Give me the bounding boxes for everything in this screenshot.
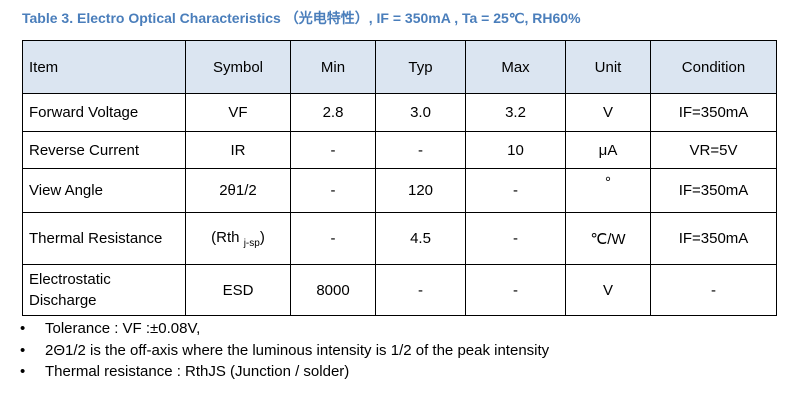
table-cell: - bbox=[290, 168, 376, 213]
table-cell: 8000 bbox=[290, 264, 376, 316]
cell-text: - bbox=[330, 230, 336, 247]
cell-text: - bbox=[330, 182, 336, 199]
header-cell: Unit bbox=[565, 40, 651, 94]
cell-text: 3.2 bbox=[505, 104, 526, 121]
table-cell: 4.5 bbox=[375, 212, 466, 265]
table-cell: - bbox=[465, 212, 566, 265]
cell-text: - bbox=[418, 281, 423, 299]
note: Tolerance : VF :±0.08V, bbox=[0, 318, 549, 340]
cell-text: - bbox=[513, 230, 518, 247]
table-row: Thermal Resistance (Rth j-sp) - 4.5 - ℃/W IF=3… bbox=[22, 212, 777, 265]
cell-text: V bbox=[602, 281, 613, 299]
table-cell: View Angle bbox=[22, 168, 186, 213]
cell-text: VR=5V bbox=[689, 141, 738, 159]
cell-text: 2.8 bbox=[322, 104, 344, 121]
cell-text: IF=350mA bbox=[678, 104, 749, 121]
table-cell: VR=5V bbox=[650, 131, 777, 169]
table-cell: - bbox=[375, 131, 466, 169]
cell-text: Forward Voltage bbox=[29, 104, 139, 121]
header-row: Item Symbol Min Typ Max Unit Condition bbox=[22, 40, 777, 94]
table-row: Reverse Current IR - - 10 μA VR=5V bbox=[22, 131, 777, 169]
cell-text: - bbox=[418, 141, 423, 159]
cell-text: - bbox=[330, 141, 336, 159]
table-cell: ESD bbox=[185, 264, 291, 316]
note: 2Θ1/2 is the off-axis where the luminous… bbox=[0, 340, 549, 362]
cell-text: V bbox=[602, 104, 613, 121]
cell-text: 8000 bbox=[316, 281, 350, 299]
cell-text: 10 bbox=[507, 141, 524, 159]
cell-text: Electrostatic Discharge bbox=[29, 271, 111, 309]
cell-text: IR bbox=[230, 141, 246, 159]
table-cell: 2.8 bbox=[290, 93, 376, 132]
table-cell: μA bbox=[565, 131, 651, 169]
table-cell: 2θ1/2 bbox=[185, 168, 291, 213]
table-cell: ℃/W bbox=[565, 212, 651, 265]
cell-text: Reverse Current bbox=[29, 141, 140, 159]
cell-text: 2θ1/2 bbox=[219, 182, 257, 199]
table-cell: VF bbox=[185, 93, 291, 132]
table-cell: IR bbox=[185, 131, 291, 169]
table-cell: - bbox=[465, 264, 566, 316]
cell-text: 3.0 bbox=[410, 104, 431, 121]
table-cell: - bbox=[465, 168, 566, 213]
table-cell: IF=350mA bbox=[650, 212, 777, 265]
cell-text: VF bbox=[228, 104, 248, 121]
table-cell: Electrostatic Discharge bbox=[22, 264, 186, 316]
cell-text: μA bbox=[598, 141, 618, 159]
cell-text: ℃/W bbox=[590, 230, 626, 248]
cell-text: IF=350mA bbox=[678, 182, 749, 199]
table-cell: 10 bbox=[465, 131, 566, 169]
table-cell: V bbox=[565, 93, 651, 132]
table-cell: - bbox=[650, 264, 777, 316]
table-cell: 120 bbox=[375, 168, 466, 213]
cell-text: 4.5 bbox=[410, 230, 431, 247]
header-cell: Min bbox=[290, 40, 376, 94]
table-cell: (Rth j-sp) bbox=[185, 212, 291, 265]
header-cell: Typ bbox=[375, 40, 466, 94]
table-row: View Angle 2θ1/2 - 120 - ° IF=350mA bbox=[22, 168, 777, 213]
cell-text: - bbox=[513, 182, 518, 199]
note: Thermal resistance : RthJS (Junction / s… bbox=[0, 361, 549, 383]
table-cell: - bbox=[375, 264, 466, 316]
cell-text: IF=350mA bbox=[678, 230, 749, 247]
header-cell: Condition bbox=[650, 40, 777, 94]
cell-text: Thermal Resistance bbox=[29, 230, 163, 247]
cell-text: (Rth bbox=[211, 228, 244, 246]
table-cell: - bbox=[290, 131, 376, 169]
table-cell: - bbox=[290, 212, 376, 265]
table-cell: V bbox=[565, 264, 651, 316]
cell-text: j-sp bbox=[243, 237, 260, 249]
characteristics-table: Item Symbol Min Typ Max Unit Condition Forward … bbox=[22, 40, 777, 316]
table-cell: Thermal Resistance bbox=[22, 212, 186, 265]
header-cell: Symbol bbox=[185, 40, 291, 94]
cell-text: View Angle bbox=[29, 182, 103, 199]
table-cell: 3.0 bbox=[375, 93, 466, 132]
table-cell: 3.2 bbox=[465, 93, 566, 132]
table-cell: Forward Voltage bbox=[22, 93, 186, 132]
table-row: Forward Voltage VF 2.8 3.0 3.2 V IF=350mA bbox=[22, 93, 777, 132]
cell-text: 120 bbox=[407, 182, 434, 199]
table-cell: IF=350mA bbox=[650, 93, 777, 132]
cell-text: ° bbox=[605, 174, 611, 191]
cell-text: ) bbox=[259, 228, 265, 246]
cell-text: - bbox=[513, 281, 518, 299]
cell-text: ESD bbox=[222, 281, 254, 299]
notes: Tolerance : VF :±0.08V,2Θ1/2 is the off-… bbox=[0, 318, 549, 383]
table-cell: Reverse Current bbox=[22, 131, 186, 169]
table-cell: IF=350mA bbox=[650, 168, 777, 213]
table-row: Electrostatic Discharge ESD 8000 - - V - bbox=[22, 264, 777, 316]
table-cell: ° bbox=[565, 168, 651, 213]
cell-text: - bbox=[711, 281, 716, 299]
table-title: Table 3. Electro Optical Characteristics… bbox=[22, 10, 581, 26]
header-cell: Item bbox=[22, 40, 186, 94]
header-cell: Max bbox=[465, 40, 566, 94]
